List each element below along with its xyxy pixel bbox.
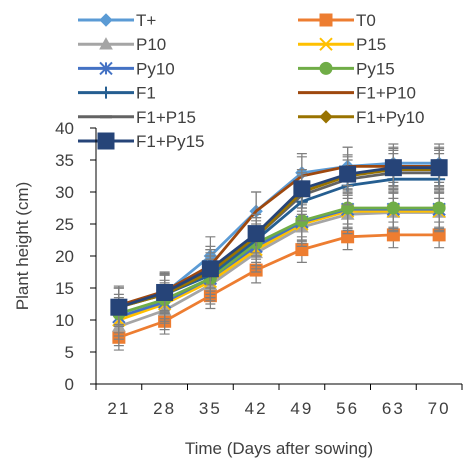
series-layer	[110, 143, 448, 351]
y-tick-label: 15	[55, 279, 74, 298]
legend-label: P15	[356, 35, 386, 54]
x-tick-label: 56	[336, 399, 359, 418]
legend-item: T0	[298, 11, 376, 30]
legend-label: Py10	[136, 59, 175, 78]
y-tick-label: 0	[65, 375, 74, 394]
y-tick-label: 30	[55, 183, 74, 202]
legend: T+ T0 P10 P15 Py10 Py15 F1 F1+P10 F1+P15 F1+Py10 F…	[78, 11, 425, 151]
y-tick-label: 35	[55, 151, 74, 170]
legend-label: F1+P10	[356, 84, 416, 103]
legend-marker	[99, 13, 113, 27]
legend-marker	[319, 61, 333, 75]
data-point	[430, 159, 448, 177]
legend-label: P10	[136, 35, 166, 54]
legend-label: F1+P15	[136, 108, 196, 127]
x-tick-label: 49	[290, 399, 313, 418]
y-tick-label: 40	[55, 119, 74, 138]
series-line	[118, 233, 440, 339]
y-tick-label: 10	[55, 311, 74, 330]
series-line	[118, 211, 440, 328]
y-tick-label: 20	[55, 247, 74, 266]
legend-marker	[319, 13, 333, 27]
legend-marker	[99, 37, 113, 50]
legend-marker	[99, 61, 113, 76]
legend-marker	[100, 86, 112, 99]
legend-marker	[97, 132, 115, 150]
legend-item: F1	[78, 84, 156, 103]
x-tick-label: 63	[382, 399, 405, 418]
legend-item: F1+Py15	[78, 132, 205, 151]
data-point	[293, 180, 311, 198]
data-point	[156, 283, 174, 301]
legend-item: F1+P15	[78, 108, 196, 127]
x-axis-ticks: 21 28 35 42 49 56 63 70	[95, 384, 463, 418]
legend-marker	[319, 110, 333, 124]
data-point	[201, 260, 219, 278]
legend-label: F1+Py10	[356, 108, 425, 127]
legend-label: F1	[136, 84, 156, 103]
y-axis-title: Plant height (cm)	[13, 182, 32, 311]
data-point	[386, 201, 400, 215]
x-tick-label: 28	[153, 399, 176, 418]
legend-marker	[319, 37, 333, 51]
series-F1+Py15	[110, 147, 448, 327]
data-point	[247, 225, 265, 243]
x-tick-label: 35	[199, 399, 222, 418]
x-tick-label: 21	[107, 399, 130, 418]
y-tick-label: 25	[55, 215, 74, 234]
data-point	[110, 298, 128, 316]
legend-item: F1+P10	[298, 84, 416, 103]
legend-item: F1+Py10	[298, 108, 425, 127]
y-tick-label: 5	[65, 343, 74, 362]
legend-item: Py15	[298, 59, 395, 78]
legend-label: F1+Py15	[136, 132, 205, 151]
legend-label: Py15	[356, 59, 395, 78]
x-tick-label: 70	[428, 399, 451, 418]
x-axis-title: Time (Days after sowing)	[185, 439, 373, 458]
legend-item: T+	[78, 11, 156, 30]
legend-item: Py10	[78, 59, 175, 78]
data-point	[339, 165, 357, 183]
data-point	[432, 201, 446, 215]
x-tick-label: 42	[245, 399, 268, 418]
legend-label: T+	[136, 11, 156, 30]
legend-item: P15	[298, 35, 386, 54]
legend-item: P10	[78, 35, 166, 54]
data-point	[384, 159, 402, 177]
legend-label: T0	[356, 11, 376, 30]
y-axis-ticks: 0 5 10 15 20 25 30 35 40	[55, 119, 96, 394]
